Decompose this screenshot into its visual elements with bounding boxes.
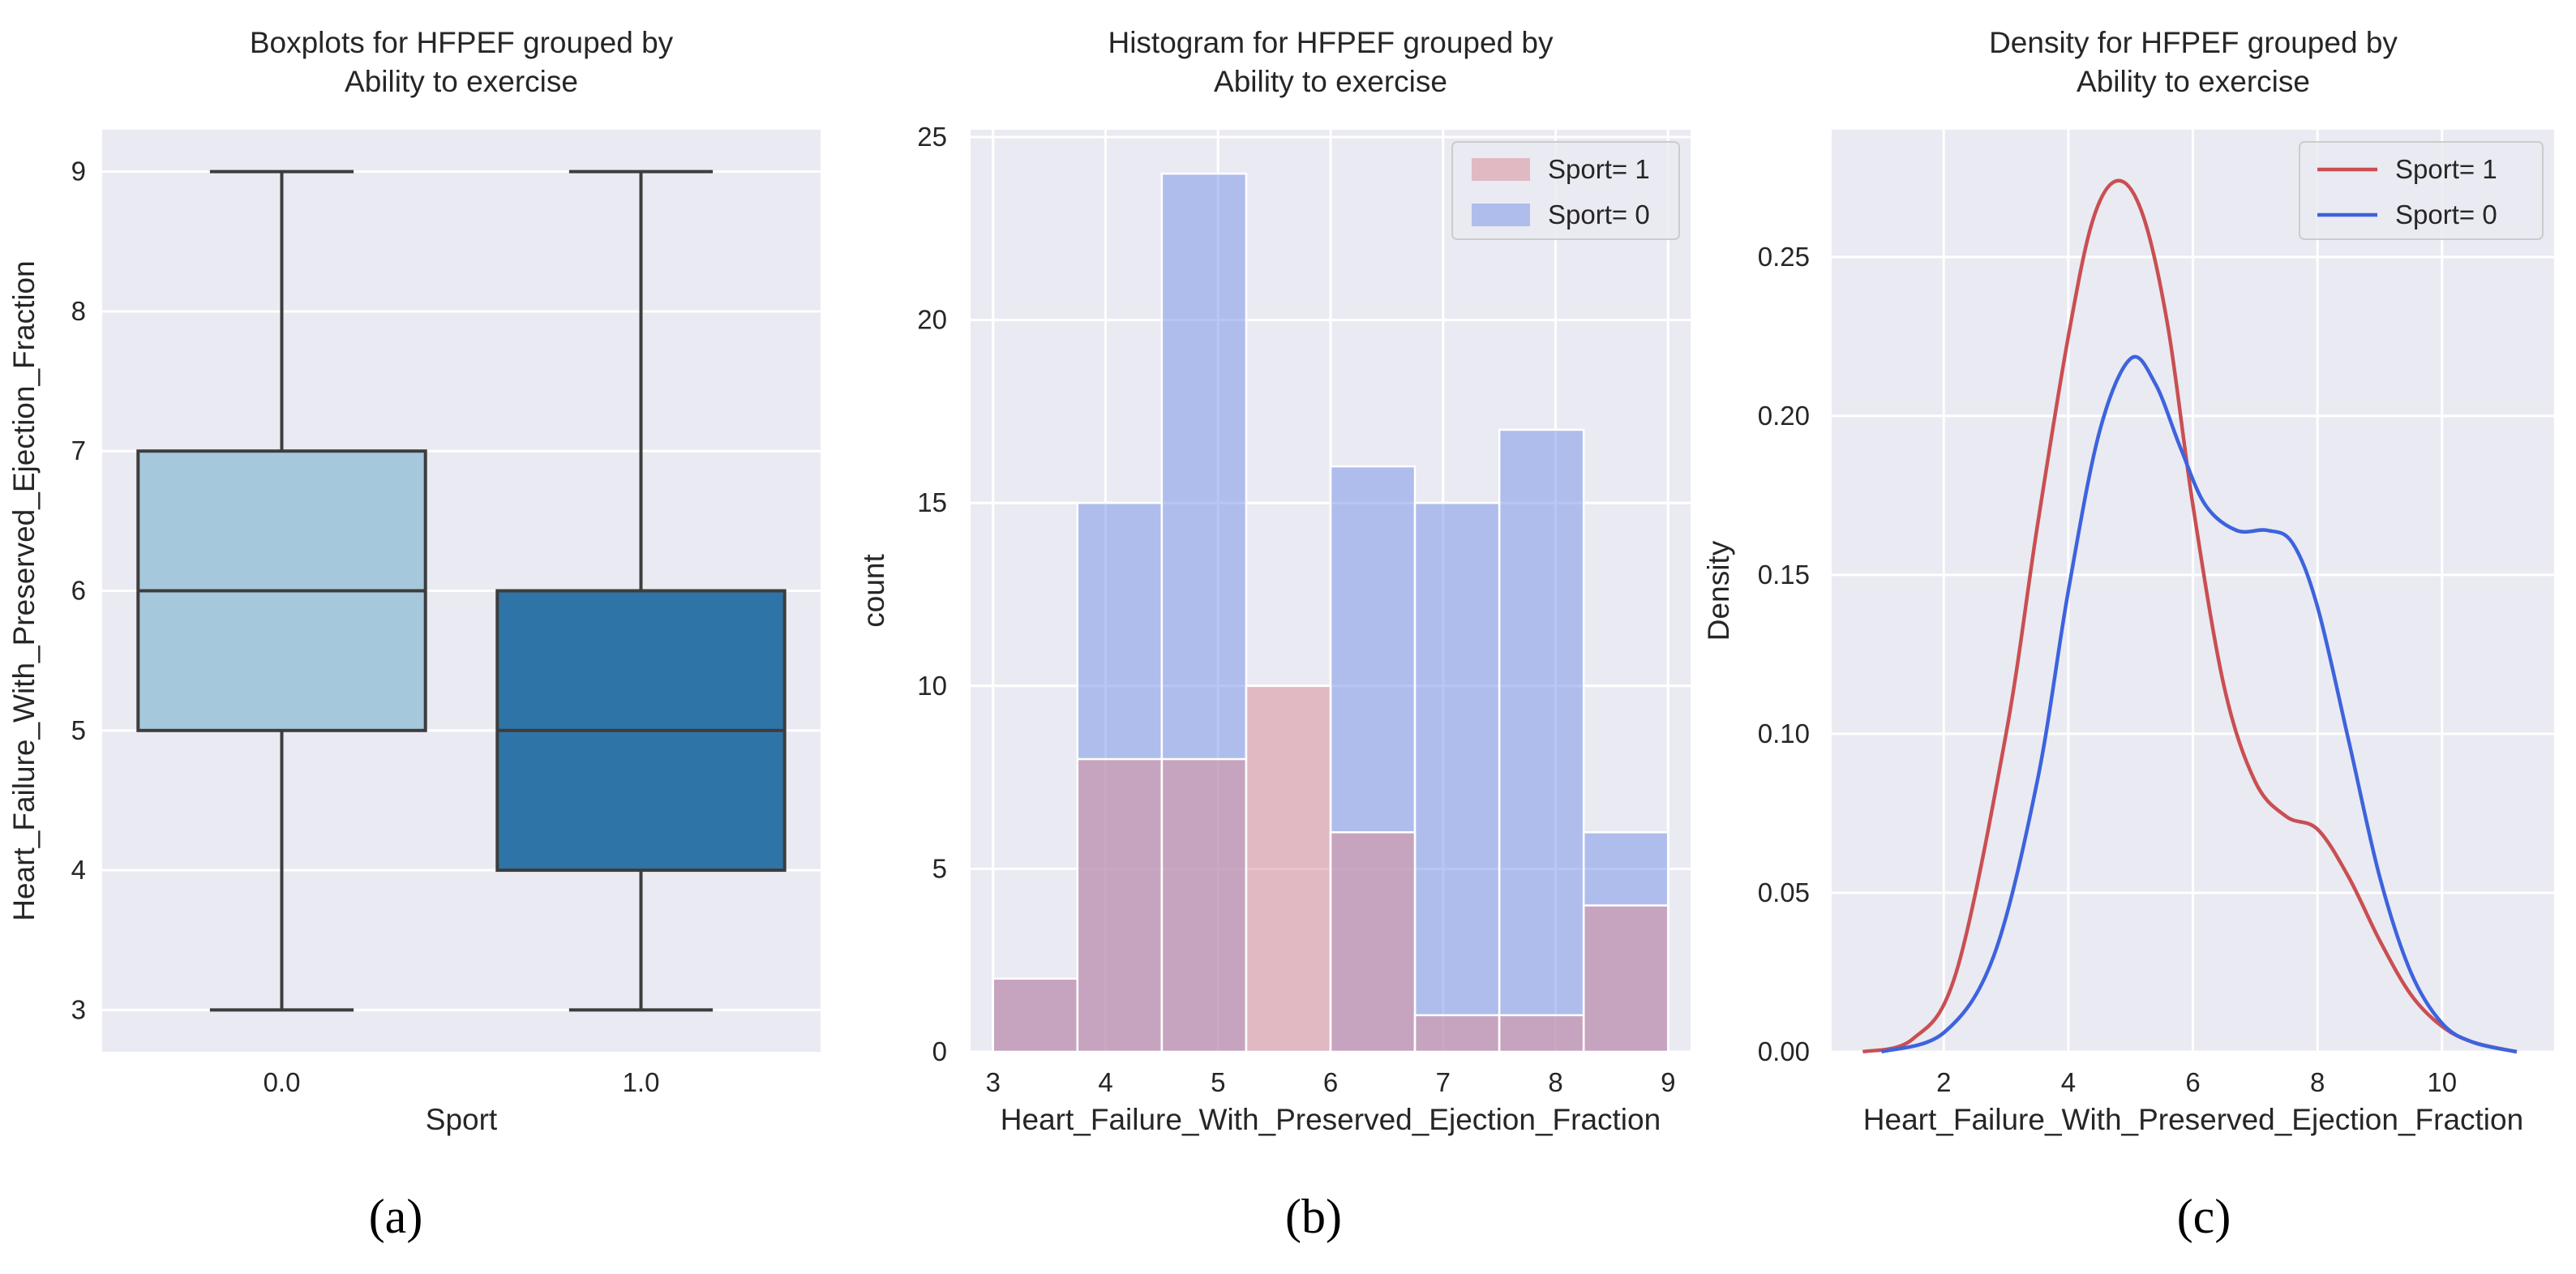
x-tick-label: 3 <box>986 1067 1001 1097</box>
x-tick-label: 4 <box>2061 1067 2076 1097</box>
x-tick-label: 7 <box>1436 1067 1451 1097</box>
legend-label: Sport= 1 <box>1548 154 1650 184</box>
y-tick-label: 7 <box>71 435 86 465</box>
y-tick-label: 6 <box>71 576 86 606</box>
chart-title-line-1: Boxplots for HFPEF grouped by <box>250 26 674 59</box>
panel-label: (c) <box>2177 1190 2231 1243</box>
histogram-bar <box>1076 757 1164 1053</box>
x-tick-label: 6 <box>2185 1067 2200 1097</box>
y-axis-label: Density <box>1702 540 1735 641</box>
legend-entry: Sport= 1 <box>1472 154 1650 184</box>
y-tick-label: 0.20 <box>1758 401 1810 431</box>
legend: Sport= 1 Sport= 0 <box>2299 141 2544 240</box>
legend-entry: Sport= 0 <box>1472 199 1650 229</box>
y-tick-label: 5 <box>932 853 947 883</box>
y-tick-label: 3 <box>71 994 86 1024</box>
y-tick-label: 20 <box>917 305 947 335</box>
x-axis-label: Heart_Failure_With_Preserved_Ejection_Fr… <box>1001 1103 1661 1136</box>
x-axis-label: Heart_Failure_With_Preserved_Ejection_Fr… <box>1863 1103 2523 1136</box>
legend-swatch <box>1472 204 1530 226</box>
x-tick-label: 4 <box>1098 1067 1112 1097</box>
x-tick-label: 6 <box>1323 1067 1338 1097</box>
y-tick-label: 15 <box>917 487 947 517</box>
legend-swatch <box>1472 158 1530 181</box>
legend: Sport= 1 Sport= 0 <box>1451 141 1680 240</box>
x-tick-label: 5 <box>1211 1067 1225 1097</box>
y-tick-label: 4 <box>71 855 86 885</box>
histogram-bar <box>1160 757 1248 1053</box>
chart-title-line-2: Ability to exercise <box>1214 65 1447 98</box>
histogram-bar <box>1329 831 1417 1053</box>
histogram-bar <box>1582 904 1669 1053</box>
x-tick-label: 0.0 <box>264 1067 301 1097</box>
x-tick-label: 9 <box>1661 1067 1675 1097</box>
histogram-bar <box>1498 428 1585 1053</box>
y-axis-label: count <box>857 554 890 628</box>
legend-label: Sport= 1 <box>2395 154 2497 184</box>
y-tick-label: 10 <box>917 671 947 701</box>
histogram-bar <box>992 977 1079 1053</box>
y-tick-label: 9 <box>71 157 86 187</box>
legend-entry: Sport= 0 <box>2317 199 2497 229</box>
panel-a: Boxplots for HFPEF grouped by Ability to … <box>7 26 821 1243</box>
y-tick-label: 0 <box>932 1036 947 1066</box>
x-axis-label: Sport <box>426 1103 498 1136</box>
chart-title-line-2: Ability to exercise <box>345 65 578 98</box>
histogram-bar <box>1245 684 1332 1053</box>
legend-label: Sport= 0 <box>2395 199 2497 229</box>
x-tick-label: 8 <box>1548 1067 1562 1097</box>
x-tick-label: 2 <box>1936 1067 1951 1097</box>
legend-entry: Sport= 1 <box>2317 154 2497 184</box>
histogram-bar <box>1413 501 1501 1053</box>
histogram-bar <box>1413 1014 1501 1053</box>
box-0 <box>136 169 427 1012</box>
box-1 <box>495 169 787 1012</box>
panel-c: Density for HFPEF grouped by Ability to e… <box>1702 26 2554 1243</box>
y-tick-label: 0.25 <box>1758 242 1810 272</box>
chart-title-line-2: Ability to exercise <box>2077 65 2310 98</box>
x-tick-label: 10 <box>2427 1067 2457 1097</box>
series-sport-1 <box>992 684 1669 1053</box>
histogram-bar <box>1498 1014 1585 1053</box>
y-tick-label: 25 <box>917 122 947 152</box>
x-tick-label: 1.0 <box>623 1067 660 1097</box>
x-tick-label: 8 <box>2310 1067 2325 1097</box>
y-tick-label: 0.15 <box>1758 560 1810 590</box>
density-line-sport-1 <box>1862 178 2518 1054</box>
density-line-sport-0 <box>1880 354 2518 1054</box>
chart-title-line-1: Density for HFPEF grouped by <box>1989 26 2398 59</box>
y-axis-label: Heart_Failure_With_Preserved_Ejection_Fr… <box>7 260 41 920</box>
y-tick-label: 8 <box>71 296 86 326</box>
panel-label: (a) <box>369 1190 423 1243</box>
y-tick-label: 0.00 <box>1758 1036 1810 1066</box>
y-tick-label: 0.05 <box>1758 877 1810 907</box>
legend-label: Sport= 0 <box>1548 199 1650 229</box>
panel-label: (b) <box>1285 1190 1342 1243</box>
panel-b: Histogram for HFPEF grouped by Ability to… <box>857 26 1691 1243</box>
y-tick-label: 5 <box>71 715 86 745</box>
y-tick-label: 0.10 <box>1758 719 1810 749</box>
chart-title-line-1: Histogram for HFPEF grouped by <box>1108 26 1554 59</box>
